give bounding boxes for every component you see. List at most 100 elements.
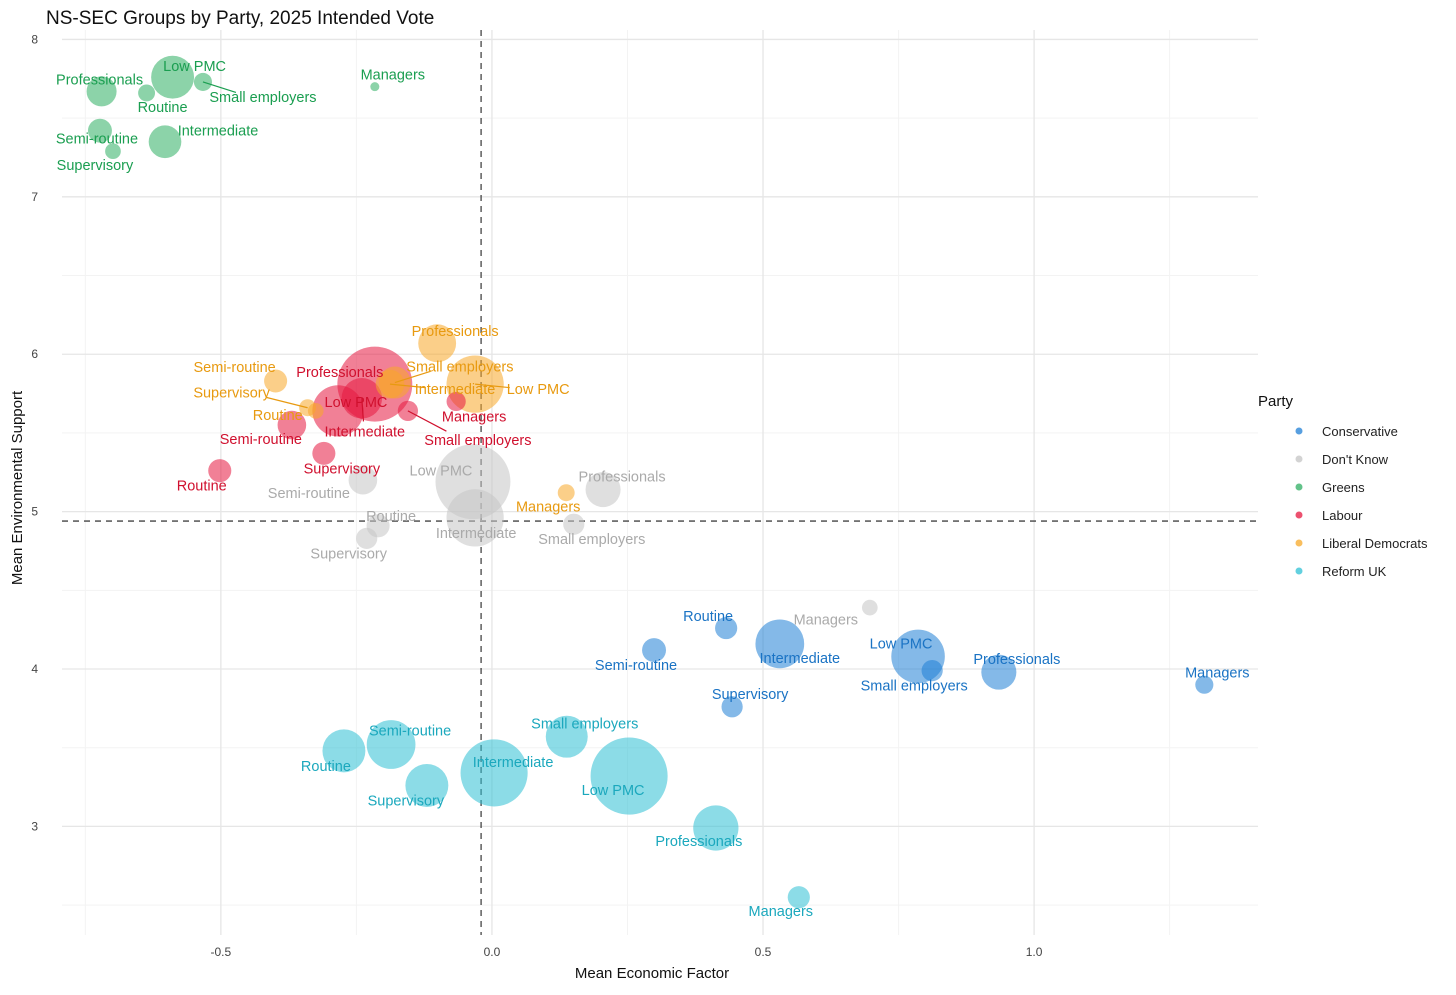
- point-label: Intermediate: [760, 651, 841, 667]
- chart-title: NS-SEC Groups by Party, 2025 Intended Vo…: [46, 8, 434, 29]
- y-tick-label: 5: [31, 505, 38, 519]
- data-point: [557, 484, 575, 502]
- point-label: Low PMC: [410, 464, 473, 480]
- legend-label: Reform UK: [1322, 564, 1387, 579]
- data-point: [787, 886, 810, 909]
- data-point: [264, 369, 288, 393]
- data-point: [86, 76, 117, 107]
- data-point: [545, 715, 588, 758]
- label-leader-line: [394, 370, 431, 384]
- label-leader-line: [265, 396, 308, 409]
- data-point: [405, 764, 449, 807]
- data-point: [138, 84, 156, 102]
- point-label: Semi-routine: [220, 432, 302, 448]
- data-point: [312, 441, 336, 465]
- x-tick-label: 1.0: [1026, 945, 1043, 959]
- point-label: Professionals: [56, 72, 143, 88]
- y-tick-label: 7: [31, 190, 38, 204]
- data-point: [151, 55, 195, 99]
- point-label: Supervisory: [193, 386, 270, 402]
- data-point: [105, 143, 121, 160]
- point-label: Low PMC: [507, 382, 570, 398]
- point-label: Professionals: [412, 324, 499, 340]
- data-point: [446, 391, 466, 412]
- point-label: Intermediate: [415, 382, 496, 398]
- legend-marker: [1295, 427, 1303, 435]
- y-tick-label: 8: [31, 32, 38, 46]
- point-label: Small employers: [538, 532, 645, 548]
- point-label: Small employers: [861, 679, 968, 695]
- legend-label: Labour: [1322, 508, 1363, 523]
- data-point: [721, 696, 743, 718]
- data-point: [148, 125, 182, 159]
- point-label: Routine: [177, 479, 227, 495]
- legend-title: Party: [1258, 393, 1294, 410]
- point-label: Intermediate: [436, 526, 517, 542]
- data-point: [348, 465, 378, 495]
- point-label: Semi-routine: [268, 486, 350, 502]
- point-label: Low PMC: [325, 395, 388, 411]
- data-point: [418, 324, 457, 363]
- point-label: Semi-routine: [194, 360, 276, 376]
- data-point: [307, 403, 324, 419]
- point-label: Small employers: [424, 433, 531, 449]
- point-label: Small employers: [209, 90, 316, 106]
- y-tick-label: 6: [31, 347, 38, 361]
- data-point: [861, 599, 878, 616]
- x-tick-label: 0.5: [755, 945, 772, 959]
- data-point: [356, 527, 378, 549]
- legend-label: Conservative: [1322, 424, 1398, 439]
- data-point: [370, 82, 380, 92]
- data-point: [366, 720, 416, 769]
- y-axis-label: Mean Environmental Support: [9, 390, 26, 585]
- point-label: Supervisory: [57, 158, 134, 174]
- x-tick-label: -0.5: [211, 945, 232, 959]
- data-point: [715, 617, 738, 640]
- legend-label: Greens: [1322, 480, 1365, 495]
- point-label: Routine: [366, 509, 416, 525]
- point-label: Professionals: [296, 365, 383, 381]
- point-label: Managers: [442, 409, 506, 425]
- point-label: Supervisory: [304, 461, 381, 477]
- data-point: [1195, 675, 1214, 694]
- label-leader-line: [389, 383, 426, 389]
- point-label: Routine: [253, 408, 303, 424]
- point-label: Routine: [301, 759, 351, 775]
- x-tick-label: 0.0: [484, 945, 501, 959]
- legend-marker: [1295, 539, 1303, 547]
- point-label: Semi-routine: [369, 724, 451, 740]
- axes: -0.5 0.0 0.5 1.0 3 4 5 6 7 8: [31, 32, 1042, 959]
- point-label: Low PMC: [582, 783, 645, 799]
- data-point: [590, 737, 668, 815]
- point-label: Routine: [683, 609, 733, 625]
- legend-marker: [1295, 455, 1303, 463]
- label-leader-line: [202, 81, 237, 94]
- legend-marker: [1295, 483, 1303, 491]
- legend-label: Don't Know: [1322, 452, 1389, 467]
- point-label: Supervisory: [368, 793, 445, 809]
- data-point: [322, 729, 366, 773]
- point-label: Intermediate: [178, 124, 259, 140]
- point-label: Managers: [361, 68, 425, 84]
- legend-label: Liberal Democrats: [1322, 536, 1428, 551]
- point-label: Professionals: [973, 652, 1060, 668]
- point-label: Professionals: [655, 834, 742, 850]
- label-leader-line: [407, 410, 447, 432]
- data-point: [693, 805, 739, 851]
- label-leader-line: [361, 398, 365, 422]
- data-point: [563, 513, 585, 535]
- point-label: Intermediate: [473, 755, 554, 771]
- y-tick-label: 3: [31, 819, 38, 833]
- point-label: Low PMC: [870, 636, 933, 652]
- data-point: [87, 118, 112, 143]
- data-point: [277, 410, 307, 440]
- data-point: [755, 619, 805, 669]
- point-label: Routine: [138, 100, 188, 116]
- data-point: [981, 654, 1017, 690]
- labels-layer: Routine Semi-routine Intermediate Low PMC Sm…: [56, 59, 1250, 920]
- legend: Party Conservative Don't Know Greens Labour…: [1258, 393, 1428, 579]
- data-point: [585, 472, 621, 508]
- point-label: Semi-routine: [595, 658, 677, 674]
- point-label: Intermediate: [325, 424, 406, 440]
